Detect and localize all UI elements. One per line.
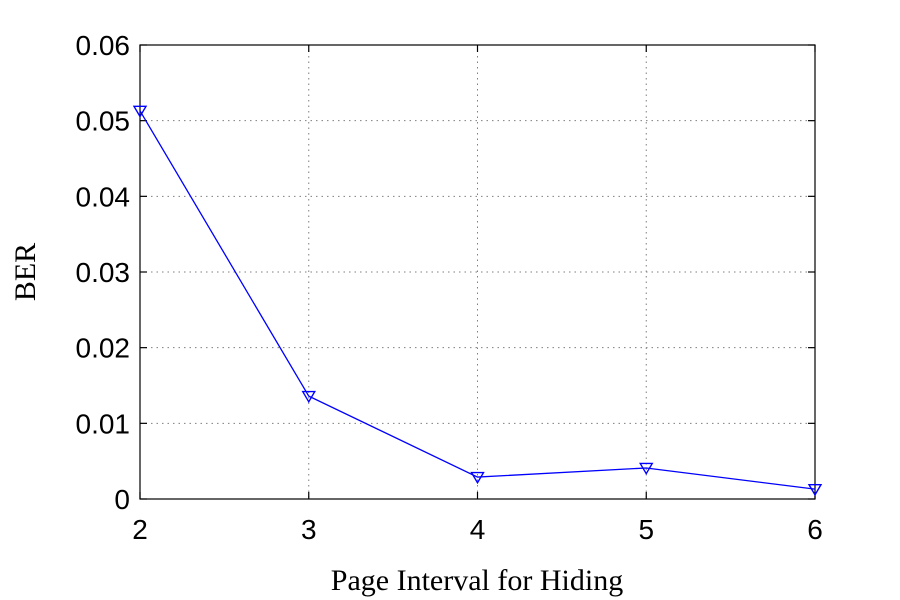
series-line [139, 110, 816, 490]
series-layer [132, 105, 823, 497]
y-tick-label: 0.01 [76, 408, 131, 439]
data-point-marker [807, 483, 823, 497]
grid-lines [140, 45, 815, 499]
y-axis-label: BER [9, 243, 42, 301]
x-axis-label: Page Interval for Hiding [331, 564, 623, 597]
tick-labels: 2 3 4 5 6 0 0.01 0.02 0.03 0.04 0.05 0.06 [76, 30, 823, 545]
data-point-marker [301, 390, 316, 404]
y-tick-label: 0.06 [76, 30, 131, 61]
x-tick-label: 2 [132, 514, 148, 545]
data-point-marker [132, 105, 148, 118]
x-tick-label: 4 [470, 514, 486, 545]
y-tick-label: 0.05 [76, 106, 131, 137]
y-tick-label: 0 [114, 484, 130, 515]
x-tick-label: 5 [638, 514, 654, 545]
y-tick-label: 0.02 [76, 333, 131, 364]
data-point-marker [470, 471, 485, 485]
data-point-marker [639, 462, 654, 476]
y-tick-label: 0.03 [76, 257, 131, 288]
y-tick-label: 0.04 [76, 181, 131, 212]
x-tick-label: 6 [807, 514, 823, 545]
x-tick-label: 3 [301, 514, 317, 545]
